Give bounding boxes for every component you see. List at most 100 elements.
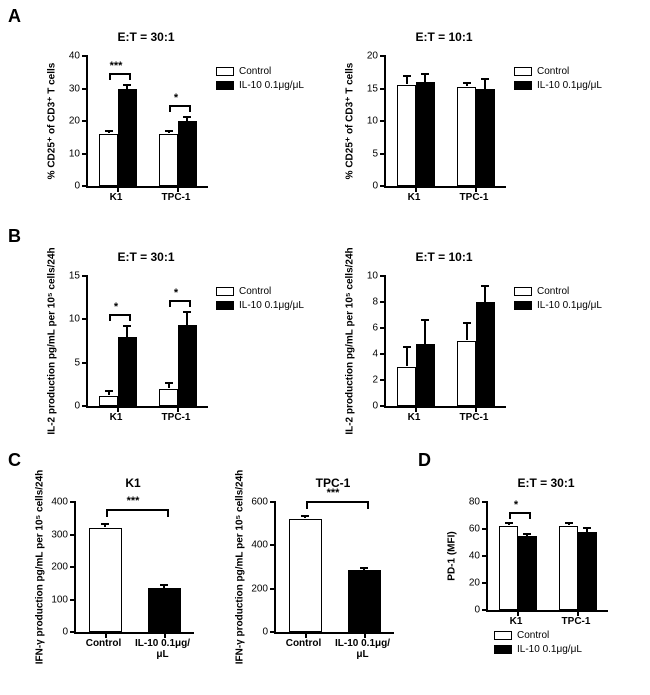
plot-area: 0100200300400 xyxy=(74,502,194,634)
y-axis-title: % CD25⁺ of CD3⁺ T cells xyxy=(345,63,356,180)
x-axis-label: K1 xyxy=(408,192,421,203)
y-tick-label: 400 xyxy=(251,540,276,551)
scientific-figure: ABCDE:T = 30:1010203040% CD25⁺ of CD3⁺ T… xyxy=(0,0,650,695)
significance-bracket xyxy=(106,509,169,517)
bar xyxy=(416,82,435,186)
bar xyxy=(499,526,518,610)
y-tick-label: 5 xyxy=(372,148,386,159)
legend: Control IL-10 0.1μg/μL xyxy=(216,66,304,94)
significance-label: *** xyxy=(110,60,123,72)
y-axis-title: IL-2 production pg/mL per 10⁵ cells/24h xyxy=(345,247,356,434)
x-axis-label: TPC-1 xyxy=(460,192,489,203)
chart-C1: K1 0100200300400 IFN-γ production pg/mL pe… xyxy=(18,468,218,686)
y-tick-label: 6 xyxy=(372,323,386,334)
legend-item-treat: IL-10 0.1μg/μL xyxy=(494,644,582,655)
y-tick-label: 20 xyxy=(69,116,88,127)
bar xyxy=(559,526,578,610)
y-tick-label: 20 xyxy=(367,51,386,62)
y-tick-label: 15 xyxy=(69,271,88,282)
chart-A2: E:T = 10:105101520% CD25⁺ of CD3⁺ T cell… xyxy=(334,22,634,212)
x-axis-label: K1 xyxy=(110,192,123,203)
bar xyxy=(518,536,537,610)
legend-item-control: Control xyxy=(216,66,304,77)
y-tick-label: 4 xyxy=(372,349,386,360)
y-tick-label: 0 xyxy=(74,401,88,412)
x-axis-label: TPC-1 xyxy=(162,192,191,203)
significance-bracket xyxy=(169,300,192,307)
chart-B1: E:T = 30:1 051015 IL-2 production pg/mL pe… xyxy=(36,242,316,442)
plot-area: 010203040 xyxy=(86,56,208,188)
significance-bracket xyxy=(109,73,132,80)
bar xyxy=(476,89,495,187)
chart-title: E:T = 30:1 xyxy=(486,476,606,490)
y-axis-title: IL-2 production pg/mL per 10⁵ cells/24h xyxy=(47,247,58,434)
chart-title: K1 xyxy=(74,476,192,490)
plot-area: 020406080 xyxy=(486,502,608,612)
chart-title: E:T = 10:1 xyxy=(384,250,504,264)
y-tick-label: 80 xyxy=(469,497,488,508)
x-axis-label: IL-10 0.1μg/μL xyxy=(135,638,191,660)
chart-C2: TPC-10200400600IFN-γ production pg/mL pe… xyxy=(218,468,418,686)
y-tick-label: 0 xyxy=(372,401,386,412)
significance-bracket xyxy=(509,512,532,519)
y-tick-label: 10 xyxy=(367,271,386,282)
y-tick-label: 200 xyxy=(251,583,276,594)
significance-label: *** xyxy=(127,495,140,507)
bar xyxy=(159,389,178,406)
legend-item-control: Control xyxy=(514,286,602,297)
bar xyxy=(89,528,121,632)
y-tick-label: 0 xyxy=(74,181,88,192)
y-tick-label: 10 xyxy=(69,314,88,325)
y-axis-title: PD-1 (MFI) xyxy=(447,531,458,580)
significance-bracket xyxy=(306,501,369,509)
plot-area: 05101520 xyxy=(384,56,506,188)
significance-bracket xyxy=(169,105,192,112)
y-tick-label: 0 xyxy=(372,181,386,192)
x-axis-label: Control xyxy=(86,638,122,649)
chart-D1: E:T = 30:1020406080PD-1 (MFI)K1*TPC-1Con… xyxy=(436,468,646,686)
chart-title: E:T = 10:1 xyxy=(384,30,504,44)
y-axis-title: IFN-γ production pg/mL per 10⁵ cells/24h xyxy=(235,470,246,665)
chart-title: E:T = 30:1 xyxy=(86,250,206,264)
panel-label-A: A xyxy=(8,6,21,27)
y-axis-title: % CD25⁺ of CD3⁺ T cells xyxy=(47,63,58,180)
y-tick-label: 40 xyxy=(69,51,88,62)
y-tick-label: 10 xyxy=(69,148,88,159)
x-axis-label: K1 xyxy=(408,412,421,423)
plot-area: 051015 xyxy=(86,276,208,408)
y-tick-label: 30 xyxy=(69,83,88,94)
significance-label: * xyxy=(514,499,518,511)
plot-area: 0246810 xyxy=(384,276,506,408)
bar xyxy=(289,519,321,632)
x-axis-label: TPC-1 xyxy=(562,616,591,627)
legend: Control IL-10 0.1μg/μL xyxy=(494,630,582,658)
y-tick-label: 0 xyxy=(474,605,488,616)
y-tick-label: 0 xyxy=(262,627,276,638)
y-tick-label: 20 xyxy=(469,578,488,589)
legend: Control IL-10 0.1μg/μL xyxy=(514,286,602,314)
y-tick-label: 0 xyxy=(62,627,76,638)
bar xyxy=(118,337,137,406)
y-tick-label: 400 xyxy=(51,497,76,508)
bar xyxy=(457,87,476,186)
y-axis-title: IFN-γ production pg/mL per 10⁵ cells/24h xyxy=(35,470,46,665)
chart-A1: E:T = 30:1010203040% CD25⁺ of CD3⁺ T cel… xyxy=(36,22,316,212)
y-tick-label: 15 xyxy=(367,83,386,94)
significance-label: * xyxy=(174,92,178,104)
legend-item-treat: IL-10 0.1μg/μL xyxy=(216,80,304,91)
bar xyxy=(99,134,118,186)
legend: ControlIL-10 0.1μg/μL xyxy=(514,66,602,94)
bar xyxy=(397,85,416,186)
legend-item-treat: IL-10 0.1μg/μL xyxy=(514,300,602,311)
y-tick-label: 100 xyxy=(51,594,76,605)
y-tick-label: 200 xyxy=(51,562,76,573)
panel-label-B: B xyxy=(8,226,21,247)
legend-item-control: Control xyxy=(494,630,582,641)
x-axis-label: IL-10 0.1μg/μL xyxy=(335,638,391,660)
y-tick-label: 60 xyxy=(469,524,488,535)
y-tick-label: 10 xyxy=(367,116,386,127)
chart-B2: E:T = 10:1 0246810 IL-2 production pg/mL p… xyxy=(334,242,634,442)
x-axis-label: Control xyxy=(286,638,322,649)
significance-bracket xyxy=(109,314,132,321)
legend-item-treat: IL-10 0.1μg/μL xyxy=(514,80,602,91)
